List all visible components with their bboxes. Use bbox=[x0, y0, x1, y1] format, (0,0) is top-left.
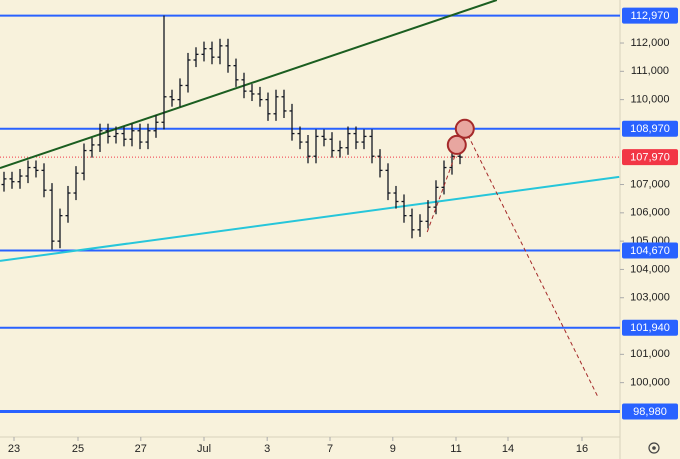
x-tick-label: 7 bbox=[327, 443, 333, 455]
x-tick-label: 9 bbox=[390, 443, 396, 455]
last-price-label: 107,970 bbox=[630, 151, 670, 163]
trend-line bbox=[0, 175, 620, 262]
level-label-box bbox=[622, 403, 678, 420]
level-label: 108,970 bbox=[630, 123, 670, 135]
level-label: 101,940 bbox=[630, 322, 670, 334]
y-tick-label: 104,000 bbox=[630, 263, 670, 275]
settings-icon[interactable] bbox=[648, 442, 660, 454]
y-tick-label: 111,000 bbox=[631, 65, 669, 77]
x-tick-label: 3 bbox=[264, 443, 270, 455]
x-tick-label: 14 bbox=[502, 443, 514, 455]
y-tick-label: 103,000 bbox=[630, 292, 670, 304]
level-label-box bbox=[622, 242, 678, 259]
level-label: 112,970 bbox=[631, 10, 670, 22]
trend-line bbox=[0, 0, 498, 170]
marker bbox=[446, 134, 467, 155]
projection-line bbox=[464, 128, 599, 398]
last-price-box bbox=[622, 149, 678, 166]
level-label: 98,980 bbox=[633, 406, 667, 418]
x-tick-label: 16 bbox=[576, 443, 588, 455]
x-tick-label: 11 bbox=[450, 443, 461, 455]
y-tick-label: 107,000 bbox=[630, 178, 670, 190]
y-tick-label: 106,000 bbox=[630, 207, 670, 219]
y-tick-label: 112,000 bbox=[631, 37, 670, 49]
x-tick-label: 27 bbox=[135, 443, 147, 455]
icon-ring bbox=[648, 442, 660, 454]
x-tick-label: 23 bbox=[8, 443, 20, 455]
level-label-box bbox=[622, 120, 678, 137]
x-tick-label: 25 bbox=[72, 443, 84, 455]
level-label: 104,670 bbox=[630, 245, 670, 257]
y-tick-label: 101,000 bbox=[630, 348, 670, 360]
y-tick-label: 100,000 bbox=[630, 377, 670, 389]
marker bbox=[454, 118, 475, 139]
x-tick-label: Jul bbox=[197, 443, 211, 455]
level-label-box bbox=[622, 7, 678, 24]
level-label-box bbox=[622, 319, 678, 336]
icon-dot bbox=[652, 446, 656, 450]
y-tick-label: 110,000 bbox=[631, 94, 670, 106]
